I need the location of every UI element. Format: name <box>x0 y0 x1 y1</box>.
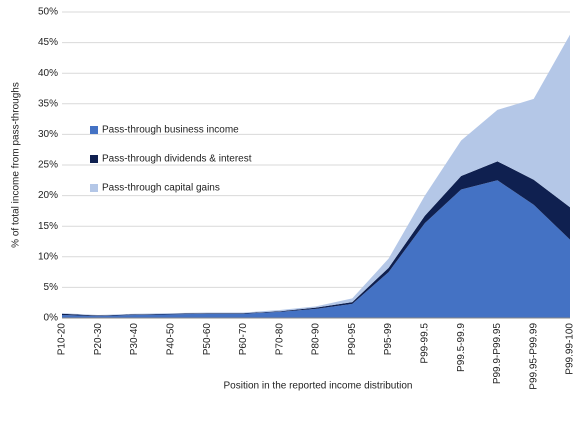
area <box>62 161 570 317</box>
x-tick-label: P70-80 <box>274 323 285 356</box>
x-axis-title: Position in the reported income distribu… <box>224 381 413 392</box>
y-axis-title: % of total income from pass-throughs <box>11 82 22 248</box>
legend-label: Pass-through business income <box>102 125 239 136</box>
x-tick-label: P80-90 <box>311 323 322 356</box>
legend-swatch <box>90 155 98 163</box>
y-tick-label: 15% <box>38 221 58 232</box>
x-tick-label: P10-20 <box>57 323 68 356</box>
y-tick-label: 10% <box>38 251 58 262</box>
x-tick-label: P90-95 <box>347 323 358 356</box>
legend-swatch <box>90 184 98 192</box>
y-tick-label: 30% <box>38 129 58 140</box>
legend-swatch <box>90 126 98 134</box>
y-tick-label: 20% <box>38 190 58 201</box>
x-tick-label: P99.95-P99.99 <box>528 323 539 390</box>
y-tick-label: 45% <box>38 37 58 48</box>
x-tick-label: P99.9-P99.95 <box>492 323 503 385</box>
x-tick-label: P99.5-99.9 <box>456 323 467 372</box>
x-tick-label: P99-99.5 <box>419 323 430 364</box>
area <box>62 180 570 318</box>
x-tick-label: P60-70 <box>238 323 249 356</box>
y-tick-label: 5% <box>44 282 59 293</box>
y-tick-label: 50% <box>38 7 58 18</box>
x-tick-label: P20-30 <box>93 323 104 356</box>
x-tick-label: P95-99 <box>383 323 394 356</box>
y-tick-label: 0% <box>44 313 59 324</box>
legend-label: Pass-through dividends & interest <box>102 154 252 165</box>
x-tick-label: P40-50 <box>165 323 176 356</box>
y-tick-label: 40% <box>38 68 58 79</box>
y-tick-label: 25% <box>38 160 58 171</box>
y-tick-label: 35% <box>38 98 58 109</box>
x-tick-label: P30-40 <box>129 323 140 356</box>
legend-label: Pass-through capital gains <box>102 183 220 194</box>
x-tick-label: P50-60 <box>202 323 213 356</box>
x-tick-label: P99.99-100 <box>565 323 573 375</box>
